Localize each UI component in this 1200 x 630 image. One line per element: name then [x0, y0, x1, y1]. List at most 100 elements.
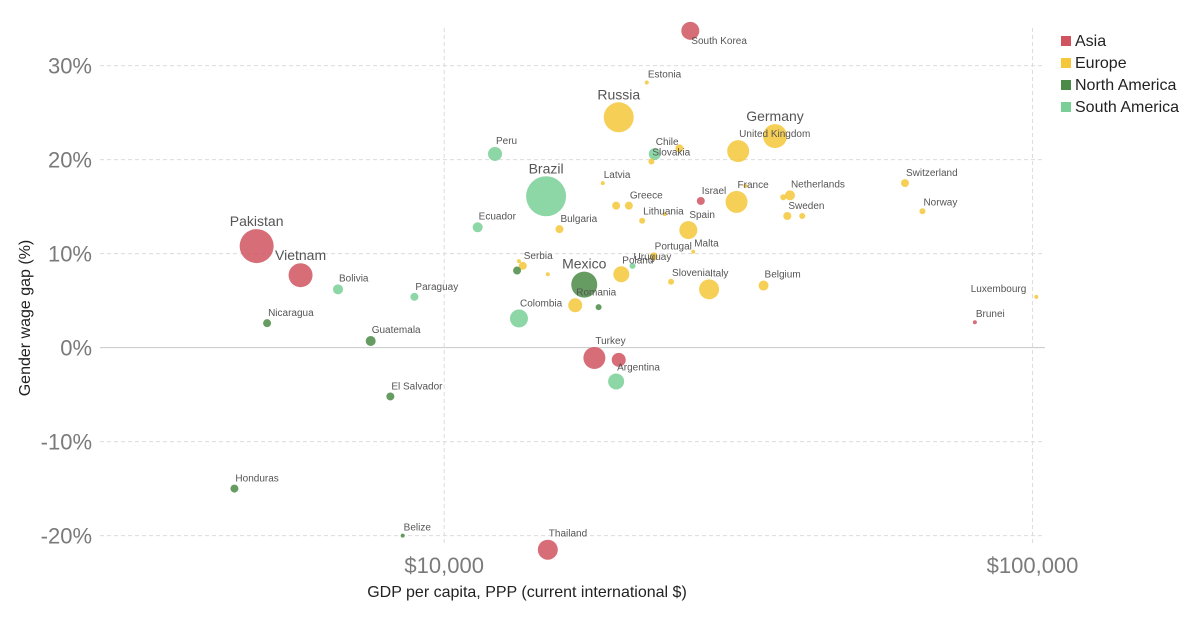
data-point [333, 284, 344, 295]
data-point-label: Colombia [520, 298, 563, 309]
data-point [613, 266, 630, 283]
data-point-label: Switzerland [906, 168, 958, 179]
y-tick-label: 10% [48, 242, 92, 267]
legend-swatch [1061, 80, 1071, 90]
legend-label: North America [1075, 77, 1176, 94]
legend-swatch [1061, 58, 1071, 68]
data-point-label: Slovenia [672, 268, 711, 279]
legend-swatch [1061, 36, 1071, 46]
data-point [239, 229, 274, 264]
data-point-label: Norway [923, 197, 957, 208]
data-point-label: Honduras [235, 474, 278, 485]
data-point [612, 201, 621, 210]
data-point [513, 266, 522, 275]
data-point-label: Bolivia [339, 273, 369, 284]
data-point [675, 144, 684, 153]
data-point [603, 102, 634, 133]
data-point [488, 146, 503, 161]
data-point [691, 249, 696, 254]
data-point [668, 278, 675, 285]
data-point [679, 221, 698, 240]
data-point-label: Nicaragua [268, 308, 314, 319]
data-point [681, 21, 700, 40]
data-point-label: Netherlands [791, 179, 845, 190]
data-point [571, 271, 598, 298]
data-point-label: Thailand [549, 529, 587, 540]
data-point [386, 392, 395, 401]
data-point-label: South Korea [691, 36, 747, 47]
data-point [783, 212, 792, 220]
data-point-label: Israel [702, 186, 726, 197]
y-axis-ticks: 30% 20% 10% 0% -10% -20% [41, 54, 92, 549]
data-point-label: Serbia [524, 251, 553, 262]
x-axis-title: GDP per capita, PPP (current internation… [367, 584, 687, 601]
data-point [649, 252, 658, 261]
data-point [516, 259, 521, 264]
data-point-label: Peru [496, 136, 517, 147]
data-point [1034, 294, 1039, 299]
data-point [648, 158, 655, 165]
data-point [263, 319, 272, 328]
legend-label: South America [1075, 99, 1179, 116]
data-point [644, 80, 649, 85]
legend: Asia Europe North America South America [1061, 33, 1179, 116]
data-point-label: Latvia [604, 170, 631, 181]
data-point-label: Romania [576, 287, 616, 298]
data-point-label: Russia [597, 86, 640, 102]
data-point-label: Argentina [617, 362, 660, 373]
data-point [727, 140, 750, 163]
data-point-label: Estonia [648, 70, 682, 81]
legend-label: Asia [1075, 33, 1106, 50]
data-point [763, 124, 788, 149]
data-point [699, 279, 720, 300]
data-point [743, 183, 748, 188]
data-point [799, 213, 806, 219]
data-point-label: Turkey [595, 336, 625, 347]
data-point [365, 336, 376, 347]
data-point-label: Lithuania [643, 207, 684, 218]
data-point [537, 539, 558, 560]
data-point [780, 194, 787, 201]
y-axis-title: Gender wage gap (%) [17, 240, 34, 397]
data-point [545, 272, 550, 277]
y-tick-label: 30% [48, 54, 92, 79]
x-tick-label: $10,000 [404, 553, 484, 578]
data-point-label: Malta [694, 239, 719, 250]
data-point-label: Spain [689, 210, 715, 221]
x-axis-ticks: $10,000 $100,000 [404, 553, 1078, 578]
data-point-label: Luxembourg [971, 284, 1027, 295]
data-point-label: Bulgaria [560, 214, 597, 225]
data-point-label: Vietnam [275, 247, 326, 263]
data-point [509, 309, 528, 328]
data-point [600, 181, 605, 186]
data-point [629, 262, 636, 269]
x-tick-label: $100,000 [987, 553, 1079, 578]
data-points [230, 21, 1039, 560]
y-tick-label: -20% [41, 524, 92, 549]
data-point-label: Chile [656, 137, 679, 148]
data-point-label: El Salvador [391, 381, 443, 392]
data-point-label: Brunei [976, 309, 1005, 320]
data-point [518, 261, 527, 270]
data-point-label: Greece [630, 191, 663, 202]
point-labels: Brazil Pakistan Russia Mexico Vietnam Germany… [230, 36, 1027, 540]
data-point [583, 346, 606, 369]
data-point [526, 176, 567, 217]
data-point [472, 222, 483, 233]
data-point [410, 292, 419, 301]
data-point [555, 225, 564, 234]
data-point-label: Belize [404, 523, 432, 534]
legend-label: Europe [1075, 55, 1127, 72]
data-point [648, 147, 661, 160]
y-tick-label: 20% [48, 148, 92, 173]
data-point-label: Portugal [655, 241, 692, 252]
data-point-label: Mexico [562, 256, 607, 272]
data-point-label: Pakistan [230, 213, 284, 229]
data-point-label: Italy [710, 268, 728, 279]
data-point-label: Sweden [788, 201, 824, 212]
data-point [758, 280, 769, 291]
data-point-label: Belgium [765, 270, 801, 281]
y-tick-label: -10% [41, 430, 92, 455]
data-point-label: Poland [622, 255, 653, 266]
